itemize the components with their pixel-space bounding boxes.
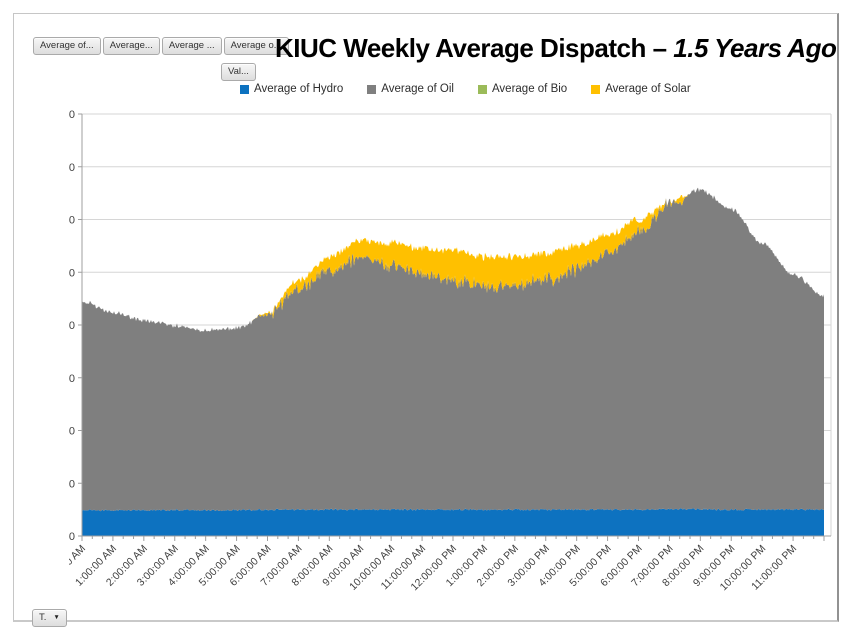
y-axis-tick-label: 60 [69, 215, 75, 227]
y-axis-tick-label: 80 [69, 109, 75, 121]
pivot-axis-field-button[interactable]: T. ▼ [32, 609, 67, 627]
legend-label-bio: Average of Bio [491, 83, 568, 95]
oil-color-chip-icon [367, 84, 377, 94]
chart-legend: Average of Hydro Average of Oil Average … [240, 83, 691, 95]
pivot-field-button-4[interactable]: Average o... [223, 37, 289, 55]
pivot-value-field-buttons: Average of... Average... Average ... Ave… [33, 37, 289, 55]
pivot-values-button[interactable]: Val... [221, 63, 256, 81]
hydro-color-chip-icon [240, 84, 249, 94]
legend-label-solar: Average of Solar [605, 83, 691, 95]
chart-title-emphasis: 1.5 Years Ago [673, 33, 837, 63]
legend-item-hydro[interactable]: Average of Hydro [240, 83, 343, 95]
y-axis-tick-label: 10 [69, 478, 75, 490]
axis-field-label: T. [39, 612, 47, 623]
legend-item-oil[interactable]: Average of Oil [367, 83, 454, 95]
legend-item-solar[interactable]: Average of Solar [591, 83, 691, 95]
pivot-field-button-1[interactable]: Average of... [33, 37, 101, 55]
dropdown-arrow-icon: ▼ [53, 614, 60, 621]
y-axis-tick-label: 30 [69, 373, 75, 385]
pivot-field-button-2[interactable]: Average... [102, 37, 160, 55]
bio-color-chip-icon [477, 84, 487, 94]
legend-label-hydro: Average of Hydro [254, 83, 344, 95]
chart-title: KIUC Weekly Average Dispatch – 1.5 Years… [275, 33, 837, 64]
dispatch-stacked-area-chart: 0102030405060708012:00:00 AM1:00:00 AM2:… [69, 109, 832, 593]
chart-title-prefix: KIUC Weekly Average Dispatch – [275, 33, 674, 63]
y-axis-tick-label: 0 [69, 531, 75, 543]
chart-frame: Average of... Average... Average ... Ave… [13, 13, 839, 627]
solar-color-chip-icon [591, 84, 601, 94]
pivot-field-button-3[interactable]: Average ... [161, 37, 222, 55]
legend-label-oil: Average of Oil [381, 83, 454, 95]
y-axis-tick-label: 20 [69, 426, 75, 438]
y-axis-tick-label: 70 [69, 162, 75, 174]
legend-item-bio[interactable]: Average of Bio [477, 83, 568, 95]
y-axis-tick-label: 50 [69, 267, 75, 279]
y-axis-tick-label: 40 [69, 320, 75, 332]
